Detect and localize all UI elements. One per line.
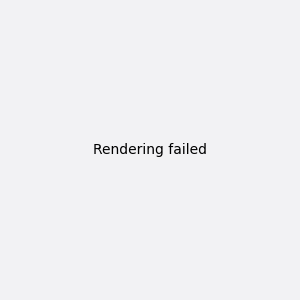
Text: Rendering failed: Rendering failed [93,143,207,157]
